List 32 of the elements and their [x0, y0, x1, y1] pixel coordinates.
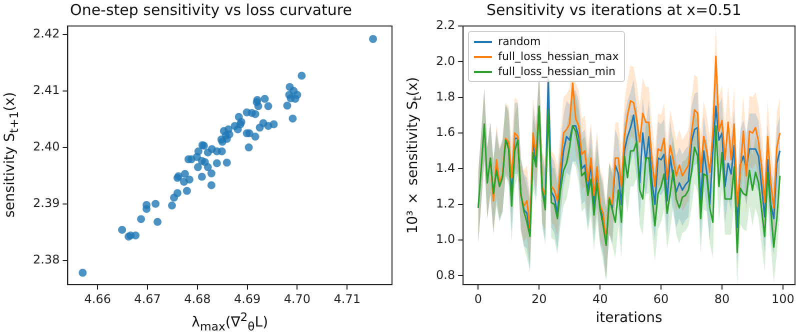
x-tick-label: 4.68 [184, 292, 211, 306]
y-tick-label: 2.2 [436, 18, 456, 32]
chart-title: One-step sensitivity vs loss curvature [70, 0, 352, 19]
x-tick-label: 4.70 [284, 292, 311, 306]
y-tick-label: 1.0 [436, 232, 456, 246]
x-tick-label: 100 [772, 292, 794, 306]
x-tick-label: 4.66 [84, 292, 112, 306]
y-tick-label: 1.6 [436, 125, 456, 140]
y-tick-label: 2.40 [33, 140, 60, 154]
x-tick-label: 4.69 [234, 292, 261, 306]
y-tick-label: 1.8 [436, 89, 456, 104]
y-tick-label: 1.2 [436, 196, 456, 210]
x-axis-title: λ$_{max}$(∇$^{2}$$_{θ}$L) [190, 310, 270, 332]
x-tick-label: 60 [653, 292, 669, 306]
x-tick-label: 80 [714, 292, 730, 306]
legend-label: full_loss_hessian_min [498, 64, 616, 79]
y-tick-label: 2.42 [33, 26, 60, 41]
x-tick-label: 4.67 [134, 292, 161, 306]
legend-label: full_loss_hessian_max [498, 49, 619, 64]
x-tick-label: 40 [592, 292, 608, 306]
y-tick-label: 2.38 [33, 252, 60, 266]
y-tick-label: 2.39 [33, 196, 60, 210]
x-tick-label: 4.71 [334, 292, 360, 306]
legend-label: random [498, 34, 541, 49]
x-tick-label: 0 [474, 292, 482, 306]
y-tick-label: 0.8 [436, 268, 456, 282]
y-tick-label: 1.4 [436, 160, 456, 175]
y-tick-label: 2.0 [436, 54, 456, 68]
x-axis-title: iterations [594, 310, 664, 326]
chart-title: Sensitivity vs iterations at x=0.51 [486, 0, 742, 19]
x-tick-label: 20 [531, 292, 547, 306]
y-tick-label: 2.41 [33, 83, 60, 98]
